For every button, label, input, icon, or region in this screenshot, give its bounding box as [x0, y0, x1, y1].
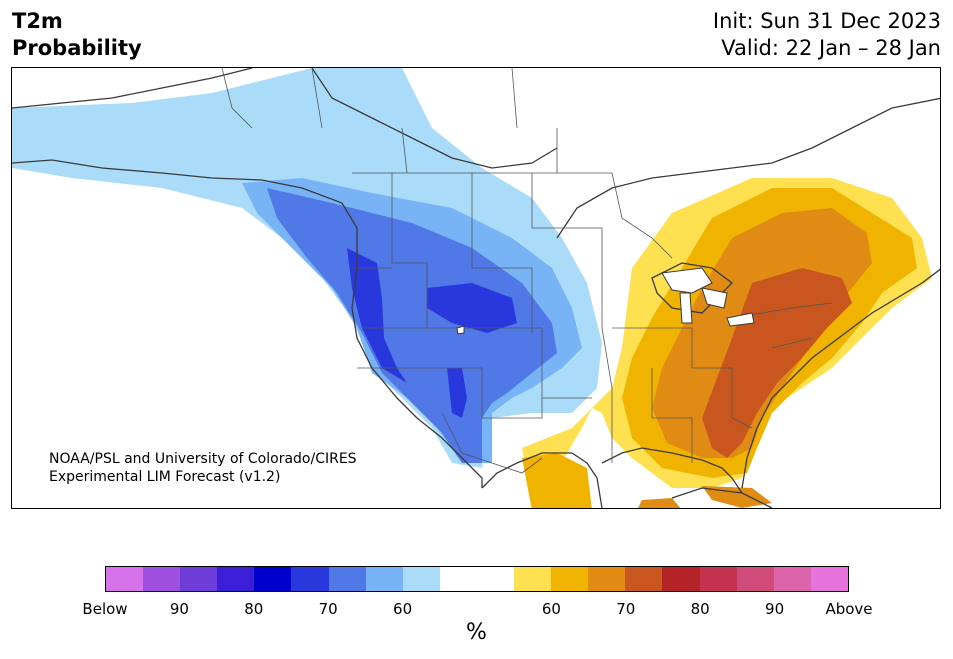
great-lakes — [456, 267, 755, 335]
colorbar-segment — [254, 567, 292, 591]
colorbar-tick-label: Above — [825, 600, 873, 618]
colorbar-tick-label: 90 — [765, 600, 785, 618]
political-borders — [221, 68, 833, 474]
colorbar-segment — [662, 567, 700, 591]
above-80-region-caribbean — [702, 486, 772, 508]
colorbar-segment — [439, 567, 477, 591]
forecast-dates: Init: Sun 31 Dec 2023 Valid: 22 Jan – 28… — [713, 8, 941, 62]
colorbar-segment — [291, 567, 329, 591]
colorbar-tick-label: 80 — [690, 600, 710, 618]
colorbar-tick-label: 70 — [318, 600, 338, 618]
colorbar-segment — [476, 567, 515, 591]
colorbar-segment — [588, 567, 626, 591]
colorbar-segment — [143, 567, 181, 591]
colorbar-segment — [625, 567, 663, 591]
colorbar-tick-label: Below — [82, 600, 128, 618]
credit-line-1: NOAA/PSL and University of Colorado/CIRE… — [49, 451, 357, 467]
colorbar-segment — [773, 567, 811, 591]
colorbar-segment — [699, 567, 737, 591]
colorbar-segment — [217, 567, 255, 591]
colorbar-segment — [328, 567, 366, 591]
colorbar-tick-label: 60 — [393, 600, 413, 618]
colorbar-tick-labels: Below 90 80 70 60 60 70 80 90 Above — [0, 600, 953, 620]
valid-range: Valid: 22 Jan – 28 Jan — [721, 36, 941, 60]
variable-label: T2m — [12, 9, 63, 33]
init-date: Init: Sun 31 Dec 2023 — [712, 9, 941, 33]
colorbar — [105, 566, 849, 592]
below-90-region-south — [447, 368, 467, 418]
colorbar-segment — [551, 567, 589, 591]
colorbar-tick-label: 70 — [616, 600, 636, 618]
above-70-region-mexico — [522, 453, 592, 508]
colorbar-tick-label: 60 — [541, 600, 561, 618]
colorbar-segment — [106, 567, 144, 591]
credit-text: NOAA/PSL and University of Colorado/CIRE… — [49, 450, 357, 486]
below-90-region-interior — [427, 283, 517, 333]
below-80-region — [267, 188, 557, 463]
chart-title: T2m Probability — [12, 8, 142, 62]
below-90-region — [347, 248, 407, 383]
colorbar-segment — [402, 567, 440, 591]
probability-map — [11, 67, 941, 509]
colorbar-segment — [736, 567, 774, 591]
above-80-region-cuba — [638, 498, 681, 508]
colorbar-segment — [180, 567, 218, 591]
above-90-region — [702, 268, 852, 458]
colorbar-segment — [514, 567, 552, 591]
colorbar-tick-label: 90 — [169, 600, 189, 618]
colorbar-tick-label: 80 — [244, 600, 264, 618]
product-label: Probability — [12, 36, 142, 60]
colorbar-unit: % — [466, 620, 487, 645]
credit-line-2: Experimental LIM Forecast (v1.2) — [49, 469, 281, 485]
colorbar-segment — [810, 567, 848, 591]
north-america-map — [12, 68, 940, 508]
colorbar-segment — [365, 567, 403, 591]
